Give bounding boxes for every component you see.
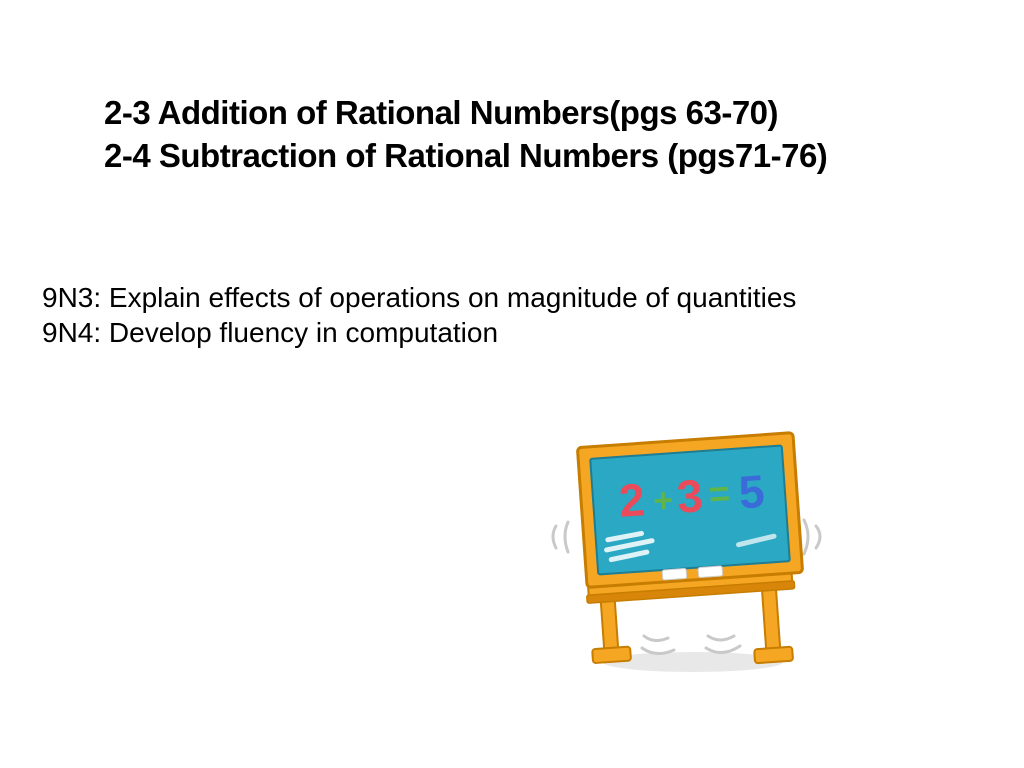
chalkboard-svg: 2 + 3 = 5 [548, 430, 838, 680]
chalkboard-icon: 2 + 3 = 5 [548, 430, 838, 680]
body-line-2: 9N4: Develop fluency in computation [42, 315, 796, 350]
equation-3: 3 [675, 469, 704, 523]
body-line-1: 9N3: Explain effects of operations on ma… [42, 280, 796, 315]
title-line-2: 2-4 Subtraction of Rational Numbers (pgs… [104, 135, 827, 178]
equation-plus: + [652, 481, 674, 520]
equation-2: 2 [617, 473, 646, 527]
equation-5: 5 [737, 465, 766, 519]
slide-body: 9N3: Explain effects of operations on ma… [42, 280, 796, 350]
slide-title: 2-3 Addition of Rational Numbers(pgs 63-… [104, 92, 827, 178]
equation-equals: = [708, 472, 732, 514]
title-line-1: 2-3 Addition of Rational Numbers(pgs 63-… [104, 92, 827, 135]
